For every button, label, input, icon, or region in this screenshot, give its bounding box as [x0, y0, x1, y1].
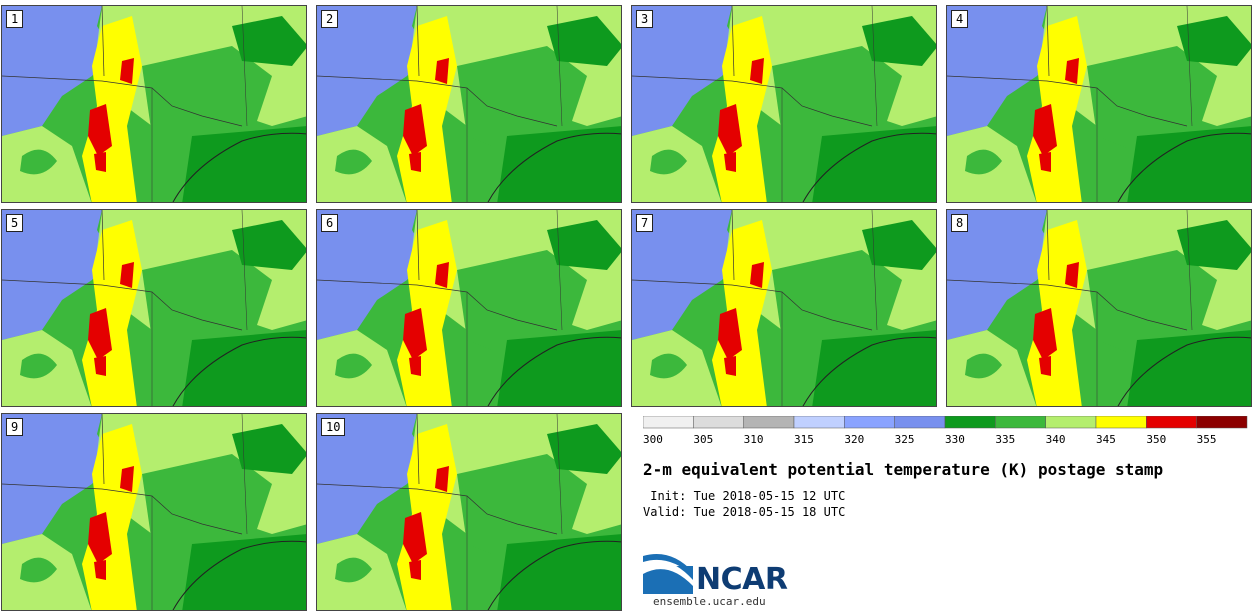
colorbar-tick-label: 315: [794, 433, 814, 446]
panel-map: [2, 6, 306, 202]
init-time: Init: Tue 2018-05-15 12 UTC: [643, 489, 846, 503]
figure-title: 2-m equivalent potential temperature (K)…: [643, 460, 1164, 479]
panel-number: 8: [951, 214, 969, 232]
colorbar-segment: [643, 416, 694, 429]
colorbar-tick-label: 310: [744, 433, 764, 446]
panel-map: [317, 210, 621, 406]
postage-stamp-panel: 4: [946, 5, 1252, 203]
colorbar: 300 305 310 315 320 325 330 335 340 345 350 355: [643, 416, 1248, 446]
colorbar-tick-label: 345: [1096, 433, 1116, 446]
colorbar-tick-label: 340: [1046, 433, 1066, 446]
postage-stamp-panel: 10: [316, 413, 622, 611]
colorbar-tick-label: 350: [1146, 433, 1166, 446]
panel-map: [2, 414, 306, 610]
postage-stamp-panel: 1: [1, 5, 307, 203]
colorbar-segment: [743, 416, 795, 429]
colorbar-segment: [1146, 416, 1197, 429]
colorbar-segment: [1095, 416, 1147, 429]
panel-number: 2: [321, 10, 339, 28]
colorbar-tick-label: 305: [693, 433, 713, 446]
panel-number: 4: [951, 10, 969, 28]
colorbar-segment: [995, 416, 1046, 429]
valid-time: Valid: Tue 2018-05-15 18 UTC: [643, 505, 846, 519]
postage-stamp-panel: 6: [316, 209, 622, 407]
panel-number: 7: [636, 214, 654, 232]
panel-map: [632, 6, 936, 202]
panel-number: 1: [6, 10, 24, 28]
colorbar-tick-label: 300: [643, 433, 663, 446]
colorbar-segment: [1196, 416, 1248, 429]
panel-number: 3: [636, 10, 654, 28]
colorbar-segment: [1045, 416, 1097, 429]
colorbar-tick-label: 325: [895, 433, 915, 446]
colorbar-tick-label: 335: [995, 433, 1015, 446]
panel-map: [632, 210, 936, 406]
postage-stamp-panel: 8: [946, 209, 1252, 407]
panel-map: [2, 210, 306, 406]
postage-stamp-panel: 2: [316, 5, 622, 203]
colorbar-tick-label: 355: [1197, 433, 1217, 446]
postage-stamp-panel: 9: [1, 413, 307, 611]
colorbar-segment: [944, 416, 996, 429]
colorbar-segment: [894, 416, 946, 429]
postage-stamp-panel: 7: [631, 209, 937, 407]
postage-stamp-panel: 5: [1, 209, 307, 407]
ncar-logo-icon: [643, 554, 693, 594]
panel-number: 6: [321, 214, 339, 232]
panel-map: [317, 414, 621, 610]
panel-map: [947, 210, 1251, 406]
ncar-logo-text: NCAR: [696, 562, 788, 597]
colorbar-segment: [793, 416, 845, 429]
logo-url: ensemble.ucar.edu: [653, 595, 766, 608]
colorbar-segment: [844, 416, 895, 429]
panel-map: [947, 6, 1251, 202]
colorbar-tick-label: 320: [844, 433, 864, 446]
postage-stamp-panel: 3: [631, 5, 937, 203]
colorbar-tick-label: 330: [945, 433, 965, 446]
panel-number: 9: [6, 418, 24, 436]
colorbar-segment: [693, 416, 744, 429]
panel-number: 5: [6, 214, 24, 232]
panel-number: 10: [321, 418, 346, 436]
panel-map: [317, 6, 621, 202]
